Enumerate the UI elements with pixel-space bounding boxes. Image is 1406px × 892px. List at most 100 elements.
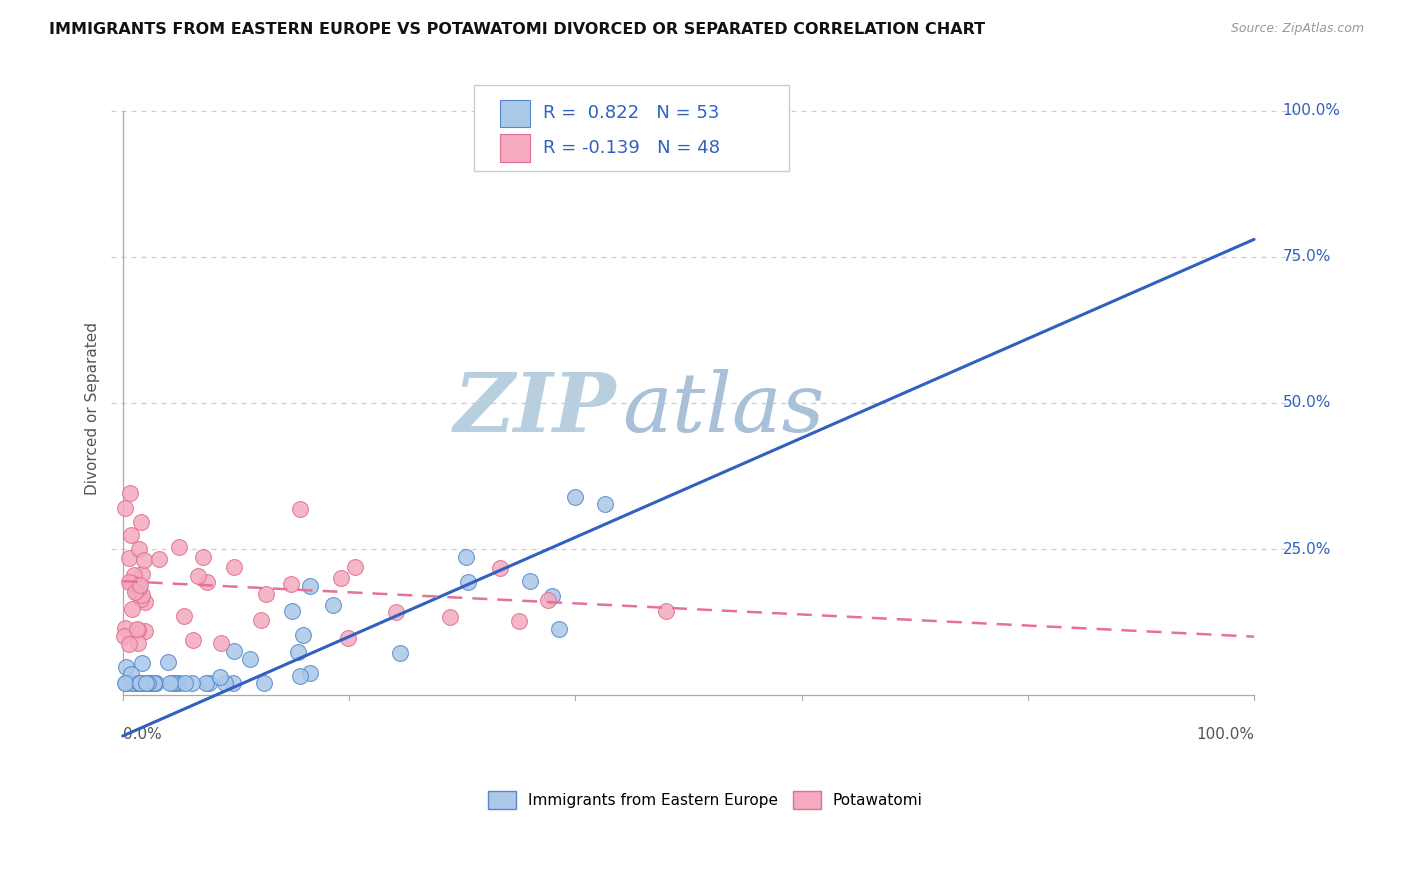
Point — [208, 670, 231, 684]
Point — [439, 610, 461, 624]
Point — [136, 676, 159, 690]
Point — [187, 568, 209, 582]
Point — [129, 591, 152, 606]
Point — [129, 515, 152, 529]
Point — [193, 550, 215, 565]
Point — [120, 666, 142, 681]
Bar — [501, 135, 530, 161]
Point — [114, 676, 136, 690]
Point — [330, 571, 353, 585]
Point — [322, 598, 344, 612]
Text: ZIP: ZIP — [454, 368, 616, 449]
Point — [118, 574, 141, 589]
Point — [181, 632, 204, 647]
Text: 75.0%: 75.0% — [1282, 250, 1330, 264]
Point — [128, 581, 150, 595]
Point — [127, 624, 149, 638]
Point — [127, 635, 149, 649]
Point — [547, 622, 569, 636]
Point — [238, 652, 260, 666]
Point — [128, 541, 150, 556]
Text: IMMIGRANTS FROM EASTERN EUROPE VS POTAWATOMI DIVORCED OR SEPARATED CORRELATION C: IMMIGRANTS FROM EASTERN EUROPE VS POTAWA… — [49, 22, 986, 37]
Point — [129, 676, 152, 690]
Point — [290, 669, 312, 683]
Point — [655, 604, 678, 618]
Point — [127, 676, 149, 690]
Bar — [501, 100, 530, 128]
Point — [129, 578, 152, 592]
Point — [114, 501, 136, 516]
Point — [135, 676, 157, 690]
Point — [252, 676, 274, 690]
Point — [288, 501, 311, 516]
FancyBboxPatch shape — [474, 85, 789, 171]
Point — [131, 588, 153, 602]
Point — [159, 676, 181, 690]
Point — [121, 602, 143, 616]
Point — [541, 589, 564, 603]
Point — [121, 676, 143, 690]
Text: R = -0.139   N = 48: R = -0.139 N = 48 — [543, 139, 720, 157]
Point — [169, 540, 191, 554]
Point — [125, 676, 148, 690]
Point — [291, 628, 314, 642]
Point — [254, 587, 277, 601]
Point — [280, 577, 302, 591]
Point — [194, 676, 217, 690]
Point — [214, 676, 236, 690]
Point — [181, 676, 204, 690]
Point — [114, 621, 136, 635]
Point — [209, 636, 232, 650]
Point — [163, 676, 186, 690]
Point — [138, 676, 160, 690]
Point — [129, 676, 152, 690]
Text: R =  0.822   N = 53: R = 0.822 N = 53 — [543, 104, 718, 122]
Point — [298, 666, 321, 681]
Point — [249, 613, 271, 627]
Point — [115, 660, 138, 674]
Point — [224, 560, 246, 574]
Text: 50.0%: 50.0% — [1282, 395, 1330, 410]
Point — [112, 630, 135, 644]
Point — [135, 676, 157, 690]
Point — [143, 676, 166, 690]
Point — [173, 609, 195, 624]
Point — [537, 593, 560, 607]
Point — [299, 579, 322, 593]
Point — [287, 645, 309, 659]
Point — [344, 560, 367, 574]
Point — [564, 490, 586, 504]
Point — [115, 676, 138, 690]
Point — [134, 552, 156, 566]
Point — [174, 676, 197, 690]
Point — [134, 595, 156, 609]
Point — [454, 550, 477, 565]
Text: 25.0%: 25.0% — [1282, 541, 1330, 557]
Point — [117, 637, 139, 651]
Point — [136, 676, 159, 690]
Point — [120, 527, 142, 541]
Point — [336, 631, 359, 645]
Point — [131, 656, 153, 670]
Point — [281, 604, 304, 618]
Point — [195, 574, 218, 589]
Point — [457, 574, 479, 589]
Text: 100.0%: 100.0% — [1282, 103, 1340, 119]
Text: 0.0%: 0.0% — [122, 727, 162, 742]
Point — [162, 676, 184, 690]
Point — [389, 646, 412, 660]
Point — [124, 585, 146, 599]
Point — [122, 568, 145, 582]
Point — [222, 643, 245, 657]
Point — [157, 656, 180, 670]
Point — [115, 676, 138, 690]
Point — [489, 561, 512, 575]
Point — [139, 676, 162, 690]
Point — [118, 551, 141, 566]
Point — [148, 552, 170, 566]
Point — [121, 576, 143, 591]
Text: 100.0%: 100.0% — [1197, 727, 1254, 742]
Point — [385, 605, 408, 619]
Point — [595, 497, 617, 511]
Point — [519, 574, 541, 588]
